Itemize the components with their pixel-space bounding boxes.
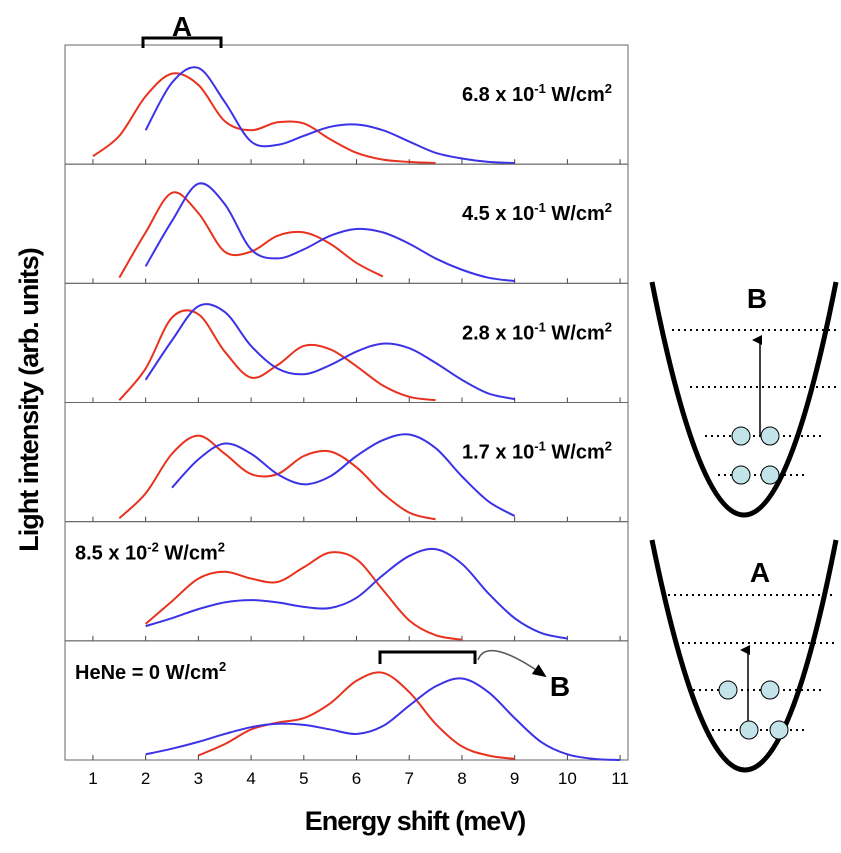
power-label: 1.7 x 10-1 W/cm2 xyxy=(462,439,612,464)
bracket-label: A xyxy=(172,11,192,42)
panel-frame xyxy=(64,640,629,761)
x-tick-label: 8 xyxy=(457,769,466,788)
particle xyxy=(760,465,780,485)
fit-curve xyxy=(144,66,515,165)
panel-frame xyxy=(64,282,629,404)
label-part: W/cm xyxy=(546,203,605,225)
x-tick-label: 10 xyxy=(558,769,577,788)
superscript: 2 xyxy=(605,200,612,215)
fit-curve xyxy=(118,309,436,402)
superscript: -1 xyxy=(534,319,546,334)
label-part: 2.8 x 10 xyxy=(462,322,534,344)
label-part: 4.5 x 10 xyxy=(462,203,534,225)
x-tick-label: 6 xyxy=(352,769,361,788)
x-axis-label: Energy shift (meV) xyxy=(305,806,526,836)
label-part: W/cm xyxy=(159,543,218,565)
bracket-label: B xyxy=(550,671,570,702)
particle xyxy=(760,680,780,700)
superscript: 2 xyxy=(605,81,612,96)
x-tick-label: 7 xyxy=(404,769,413,788)
x-tick-label: 11 xyxy=(611,769,629,788)
superscript: 2 xyxy=(219,659,226,674)
x-tick-label: 4 xyxy=(246,769,255,788)
fit-curve xyxy=(118,434,436,521)
superscript: 2 xyxy=(605,319,612,334)
label-part: W/cm xyxy=(546,322,605,344)
fit-curve xyxy=(145,547,568,640)
fit-curve xyxy=(144,182,515,283)
x-tick-label: 2 xyxy=(141,769,150,788)
diagram-label: B xyxy=(747,283,767,314)
label-part: W/cm xyxy=(546,442,605,464)
fit-curve xyxy=(144,303,515,401)
panel-frame xyxy=(64,402,629,523)
bracket xyxy=(378,650,477,664)
y-axis-label: Light intensity (arb. units) xyxy=(14,248,44,552)
power-label: 6.8 x 10-1 W/cm2 xyxy=(462,81,612,106)
power-label: HeNe = 0 W/cm2 xyxy=(75,659,226,684)
superscript: -1 xyxy=(534,200,546,215)
panel-frame xyxy=(64,44,629,165)
superscript: 2 xyxy=(605,439,612,454)
fit-curve xyxy=(197,671,515,760)
label-part: 6.8 x 10 xyxy=(462,84,534,106)
potential-well xyxy=(649,539,839,773)
label-part: HeNe = 0 W/cm xyxy=(75,662,219,684)
label-part: 8.5 x 10 xyxy=(75,543,147,565)
fit-curve xyxy=(118,191,384,279)
x-tick-label: 3 xyxy=(194,769,203,788)
power-label: 2.8 x 10-1 W/cm2 xyxy=(462,319,612,344)
particle xyxy=(769,720,789,740)
potential-well xyxy=(649,281,839,518)
superscript: 2 xyxy=(218,540,225,555)
fit-curve xyxy=(171,433,516,517)
particle xyxy=(731,426,751,446)
diagram xyxy=(649,281,839,518)
particle xyxy=(739,720,759,740)
superscript: -1 xyxy=(534,439,546,454)
x-tick-label: 9 xyxy=(510,769,519,788)
levels xyxy=(662,594,836,731)
fit-curve xyxy=(145,677,621,761)
diagram-label: A xyxy=(750,557,770,588)
diagram xyxy=(649,539,839,773)
power-label: 8.5 x 10-2 W/cm2 xyxy=(75,540,225,565)
particle xyxy=(718,680,738,700)
fit-curve xyxy=(92,72,436,165)
particle xyxy=(731,465,751,485)
fit-curve xyxy=(145,551,463,641)
power-label: 4.5 x 10-1 W/cm2 xyxy=(462,200,612,225)
superscript: -1 xyxy=(534,81,546,96)
arrow xyxy=(477,649,547,678)
bracket xyxy=(141,36,223,48)
label-part: W/cm xyxy=(546,84,605,106)
superscript: -2 xyxy=(147,540,159,555)
label-part: 1.7 x 10 xyxy=(462,442,534,464)
particle xyxy=(760,426,780,446)
x-tick-label: 1 xyxy=(88,769,97,788)
x-tick-label: 5 xyxy=(299,769,308,788)
